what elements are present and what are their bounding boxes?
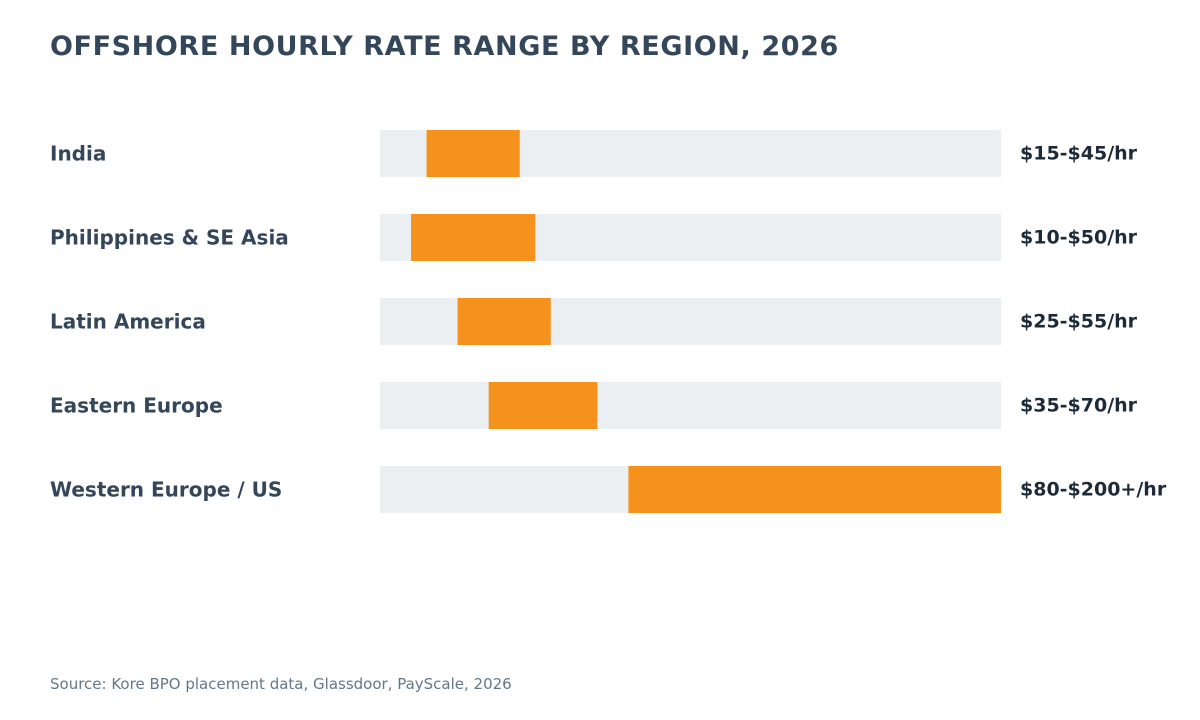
range-bar-chart: India $15-$45/hr Philippines & SE Asia $10-… — [50, 130, 1167, 513]
source-note: Source: Kore BPO placement data, Glassdo… — [50, 675, 512, 693]
value-label-india: $15-$45/hr — [1020, 143, 1138, 165]
row-india: India $15-$45/hr — [50, 130, 1138, 177]
category-label-philippines-se-asia: Philippines & SE Asia — [50, 226, 289, 250]
row-latin-america: Latin America $25-$55/hr — [50, 298, 1138, 345]
range-bar-philippines-se-asia — [411, 214, 536, 261]
row-philippines-se-asia: Philippines & SE Asia $10-$50/hr — [50, 214, 1138, 261]
row-eastern-europe: Eastern Europe $35-$70/hr — [50, 382, 1138, 429]
category-label-latin-america: Latin America — [50, 310, 206, 334]
value-label-western-europe-us: $80-$200+/hr — [1020, 479, 1167, 501]
category-label-eastern-europe: Eastern Europe — [50, 394, 223, 418]
value-label-philippines-se-asia: $10-$50/hr — [1020, 227, 1138, 249]
range-bar-eastern-europe — [488, 382, 598, 429]
range-bar-western-europe-us — [628, 466, 1001, 513]
value-label-latin-america: $25-$55/hr — [1020, 311, 1138, 333]
range-bar-latin-america — [457, 298, 551, 345]
row-western-europe-us: Western Europe / US $80-$200+/hr — [50, 466, 1167, 513]
track-eastern-europe — [380, 382, 1001, 429]
value-label-eastern-europe: $35-$70/hr — [1020, 395, 1138, 417]
category-label-india: India — [50, 142, 106, 166]
range-bar-india — [426, 130, 520, 177]
chart-title: OFFSHORE HOURLY RATE RANGE BY REGION, 20… — [50, 31, 839, 62]
category-label-western-europe-us: Western Europe / US — [50, 478, 282, 502]
